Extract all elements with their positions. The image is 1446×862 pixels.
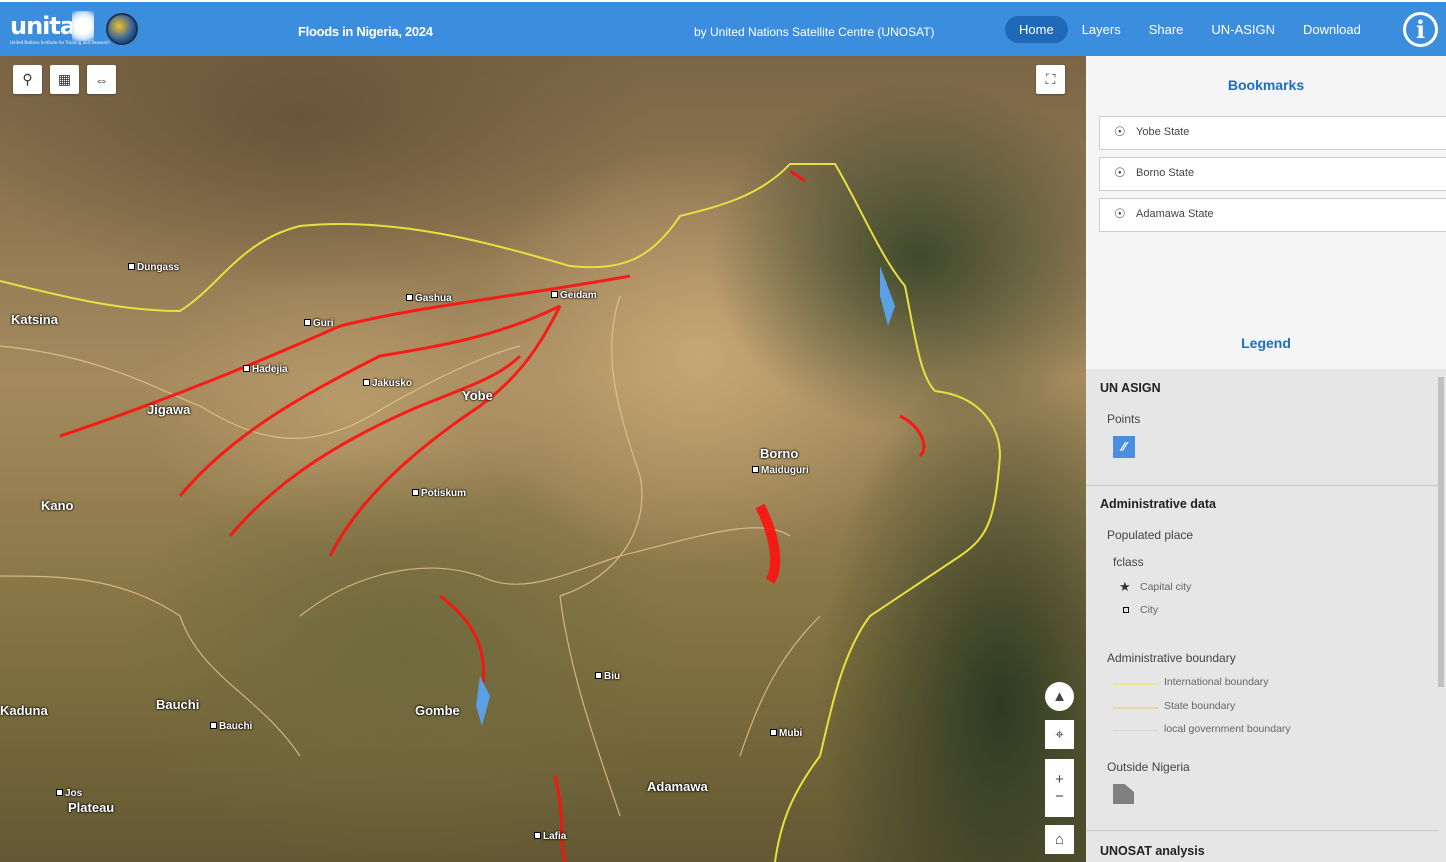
un-asign-logo	[106, 13, 138, 45]
lake-water	[476, 266, 895, 726]
international-boundary	[0, 163, 1002, 862]
legend-capital: Capital city	[1140, 581, 1192, 593]
legend-local: local government boundary	[1164, 723, 1291, 735]
legend-fclass: fclass	[1113, 555, 1144, 569]
legend-scrollbar[interactable]	[1438, 377, 1444, 687]
app-title: Floods in Nigeria, 2024	[298, 24, 433, 39]
flood-extent	[59, 169, 926, 862]
legend-international: International boundary	[1164, 676, 1269, 688]
legend-outside: Outside Nigeria	[1107, 760, 1190, 774]
place-mubi[interactable]: Mubi	[770, 728, 802, 739]
place-maiduguri[interactable]: Maiduguri	[752, 465, 809, 476]
nav-share[interactable]: Share	[1148, 22, 1184, 37]
pin-icon: ☉	[1114, 165, 1126, 180]
unitar-logo: unitar United Nations Institute for Train…	[10, 12, 110, 45]
home-icon[interactable]: ⌂	[1045, 825, 1074, 854]
zoom-in-button[interactable]: +	[1055, 771, 1064, 788]
zoom-out-button[interactable]: −	[1055, 788, 1064, 805]
nav-bar: Home Layers Share UN-ASIGN Download	[1005, 16, 1375, 43]
place-gombe[interactable]: Gombe	[415, 703, 460, 718]
legend-points: Points	[1107, 412, 1141, 426]
divider	[1086, 830, 1438, 831]
place-plateau[interactable]: Plateau	[68, 800, 115, 815]
unosat-logo	[72, 11, 94, 41]
legend-populated: Populated place	[1107, 528, 1194, 542]
place-yobe[interactable]: Yobe	[462, 388, 493, 403]
legend-unosat: UNOSAT analysis	[1100, 844, 1205, 858]
place-bauchi-state[interactable]: Bauchi	[156, 697, 200, 712]
legend-title: Legend	[1241, 335, 1291, 351]
place-jos[interactable]: Jos	[56, 788, 82, 799]
place-jigawa[interactable]: Jigawa	[147, 402, 191, 417]
nav-home[interactable]: Home	[1005, 16, 1068, 43]
info-icon[interactable]: i	[1403, 12, 1438, 47]
place-borno[interactable]: Borno	[760, 446, 799, 461]
bookmark-label: Adamawa State	[1136, 208, 1214, 220]
search-icon[interactable]: ⚲	[13, 65, 42, 94]
state-boundary	[0, 295, 821, 817]
locate-icon[interactable]: ⌖	[1045, 720, 1074, 749]
place-adamawa[interactable]: Adamawa	[647, 779, 708, 794]
qr-icon[interactable]: ▦	[50, 65, 79, 94]
side-panel: Bookmarks ☉ Yobe State ☉ Borno State ☉ Adam…	[1086, 56, 1446, 862]
place-biu[interactable]: Biu	[595, 671, 620, 682]
bookmarks-title: Bookmarks	[1227, 77, 1305, 93]
header: unitar United Nations Institute for Train…	[0, 2, 1446, 56]
legend-admin: Administrative data	[1100, 497, 1217, 511]
bookmark-adamawa[interactable]: ☉ Adamawa State	[1099, 198, 1446, 232]
byline: by United Nations Satellite Centre (UNOS…	[694, 25, 935, 39]
legend-city: City	[1140, 604, 1159, 616]
legend: UN ASIGN Points ∕∕ Administrative data P…	[1086, 369, 1446, 862]
local-line-icon	[1113, 730, 1158, 731]
legend-state: State boundary	[1164, 700, 1236, 712]
place-dungass[interactable]: Dungass	[128, 262, 179, 273]
place-gashua[interactable]: Gashua	[406, 293, 452, 304]
map-view[interactable]: Dungass Katsina Gashua Geidam Guri Hadej…	[0, 56, 1086, 862]
nav-download[interactable]: Download	[1302, 22, 1361, 37]
place-guri[interactable]: Guri	[304, 318, 334, 329]
map-overlay	[0, 163, 1002, 862]
measure-icon[interactable]: ⇔	[87, 65, 116, 94]
place-hadejia[interactable]: Hadejia	[243, 364, 288, 375]
place-lafia[interactable]: Lafia	[534, 831, 566, 842]
state-line-icon	[1113, 707, 1158, 709]
un-asign-point-icon: ∕∕	[1113, 436, 1135, 458]
international-line-icon	[1113, 683, 1158, 685]
place-jakusko[interactable]: Jakusko	[363, 378, 412, 389]
legend-un-asign: UN ASIGN	[1100, 381, 1161, 395]
nav-layers[interactable]: Layers	[1081, 22, 1121, 37]
bookmark-yobe[interactable]: ☉ Yobe State	[1099, 116, 1446, 150]
place-kano[interactable]: Kano	[41, 498, 74, 513]
divider	[1086, 485, 1438, 486]
bookmark-label: Yobe State	[1136, 126, 1190, 138]
place-potiskum[interactable]: Potiskum	[412, 488, 466, 499]
place-bauchi-city[interactable]: Bauchi	[210, 721, 252, 732]
legend-boundary: Administrative boundary	[1107, 651, 1236, 665]
place-katsina[interactable]: Katsina	[11, 312, 58, 327]
bookmark-borno[interactable]: ☉ Borno State	[1099, 157, 1446, 191]
square-icon	[1123, 607, 1129, 613]
bookmark-label: Borno State	[1136, 167, 1195, 179]
place-geidam[interactable]: Geidam	[551, 290, 597, 301]
outside-nigeria-swatch	[1113, 784, 1134, 804]
zoom-control: + −	[1045, 759, 1074, 817]
fullscreen-icon[interactable]: ⛶	[1036, 65, 1065, 94]
nav-un-asign[interactable]: UN-ASIGN	[1211, 22, 1275, 37]
place-kaduna[interactable]: Kaduna	[0, 703, 48, 718]
star-icon: ★	[1119, 579, 1131, 594]
pin-icon: ☉	[1114, 124, 1126, 139]
pin-icon: ☉	[1114, 206, 1126, 221]
compass-icon[interactable]: ▲	[1045, 682, 1074, 711]
